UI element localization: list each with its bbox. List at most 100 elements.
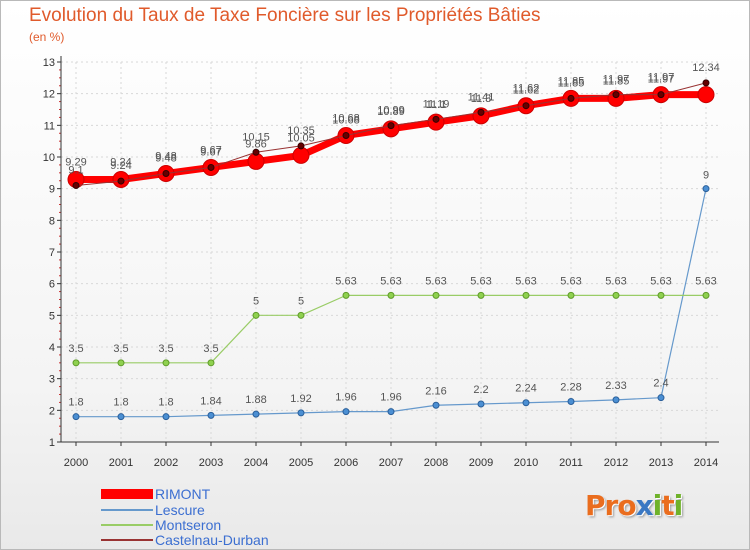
data-label-castelnau-durban: 12.34 [692,62,720,74]
data-label-castelnau-durban: 9.48 [155,152,176,164]
data-label-castelnau-durban: 11.97 [603,74,630,86]
data-label-castelnau-durban: 10.35 [287,125,315,137]
data-point-lescure [342,408,350,416]
data-point-montseron [702,291,710,299]
x-tick-label: 2001 [109,457,133,469]
data-label-lescure: 2.24 [515,383,536,395]
data-point-castelnau-durban [297,142,305,150]
x-tick-label: 2009 [469,457,493,469]
x-tick-label: 2010 [514,457,538,469]
y-tick-label: 2 [49,405,55,417]
data-point-montseron [522,291,530,299]
data-point-montseron [207,359,215,367]
data-point-castelnau-durban [522,102,530,110]
data-point-lescure [432,401,440,409]
data-label-lescure: 1.92 [290,393,311,405]
data-label-rimont: 9.67 [200,144,221,156]
data-label-rimont: 10.05 [287,132,315,144]
y-tick-label: 10 [43,152,55,164]
data-point-montseron [387,291,395,299]
legend-label-montseron: Montseron [155,517,222,533]
data-point-castelnau-durban [72,182,80,189]
y-tick-label: 9 [49,184,55,196]
data-point-castelnau-durban [657,91,665,99]
data-point-castelnau-durban [252,148,260,156]
data-label-castelnau-durban: 9.67 [200,146,221,158]
data-label-lescure: 2.16 [425,385,446,397]
data-point-montseron [342,291,350,299]
data-label-montseron: 5.63 [695,275,716,287]
x-tick-label: 2013 [649,457,673,469]
x-tick-label: 2004 [244,457,268,469]
data-point-montseron [72,359,80,367]
data-label-lescure: 1.8 [113,397,128,409]
data-label-castelnau-durban: 11.41 [468,91,495,103]
data-label-rimont: 9.86 [245,138,266,150]
data-label-lescure: 1.8 [158,397,173,409]
x-tick-label: 2003 [199,457,223,469]
data-label-lescure: 1.96 [335,392,356,404]
data-point-montseron [162,359,170,367]
legend-label-castelnau-durban: Castelnau-Durban [155,532,269,548]
data-label-montseron: 5.63 [470,275,491,287]
data-point-montseron [477,291,485,299]
data-point-castelnau-durban [612,91,620,99]
data-point-castelnau-durban [342,131,350,139]
chart-title: Evolution du Taux de Taxe Foncière sur l… [29,5,541,26]
data-point-lescure [387,408,395,416]
data-point-castelnau-durban [207,163,215,171]
data-label-rimont: 11.62 [513,83,540,95]
data-label-montseron: 5.63 [335,275,356,287]
logo-letter: r [604,489,619,522]
logo-letter: o [617,489,636,522]
data-label-montseron: 5.63 [605,275,626,287]
legend-swatch-rimont [101,489,153,499]
data-point-rimont [697,86,715,104]
data-label-lescure: 1.84 [200,395,221,407]
data-label-rimont: 11.85 [558,75,585,87]
logo-letter: x [635,489,654,522]
x-tick-label: 2002 [154,457,178,469]
data-label-lescure: 2.4 [653,378,668,390]
data-label-montseron: 5.63 [515,275,536,287]
data-label-montseron: 5 [298,295,304,307]
data-label-castelnau-durban: 9.1 [68,165,83,177]
data-label-castelnau-durban: 11.85 [558,77,585,89]
y-tick-label: 8 [49,215,55,227]
data-point-lescure [477,400,485,408]
data-label-montseron: 5.63 [425,275,446,287]
data-point-lescure [567,397,575,405]
data-point-montseron [297,311,305,319]
data-label-lescure: 2.33 [605,380,626,392]
data-label-montseron: 3.5 [203,343,218,355]
logo-letter: i [673,489,684,522]
data-point-lescure [522,399,530,407]
data-label-castelnau-durban: 11.97 [648,74,675,86]
data-point-lescure [657,394,665,402]
legend-swatch-lescure [101,509,153,511]
legend-swatch-castelnau-durban [101,539,153,541]
x-tick-label: 2007 [379,457,403,469]
data-label-rimont: 10.89 [377,106,405,118]
data-point-rimont [247,152,265,170]
data-point-montseron [657,291,665,299]
y-tick-label: 1 [49,437,55,449]
y-tick-label: 13 [43,57,55,69]
x-tick-label: 2005 [289,457,313,469]
data-point-lescure [72,413,80,421]
data-label-lescure: 1.88 [245,394,266,406]
x-tick-label: 2000 [64,457,88,469]
data-point-castelnau-durban [117,177,125,185]
data-point-lescure [252,410,260,418]
legend-swatch-montseron [101,524,153,526]
data-label-castelnau-durban: 10.15 [242,131,270,143]
data-label-rimont: 9.48 [155,150,176,162]
y-tick-label: 11 [44,120,55,132]
data-label-montseron: 3.5 [68,343,83,355]
data-label-castelnau-durban: 11.62 [513,85,540,97]
data-point-lescure [162,413,170,421]
data-label-castelnau-durban: 11.19 [423,98,450,110]
data-label-castelnau-durban: 10.99 [377,105,405,117]
